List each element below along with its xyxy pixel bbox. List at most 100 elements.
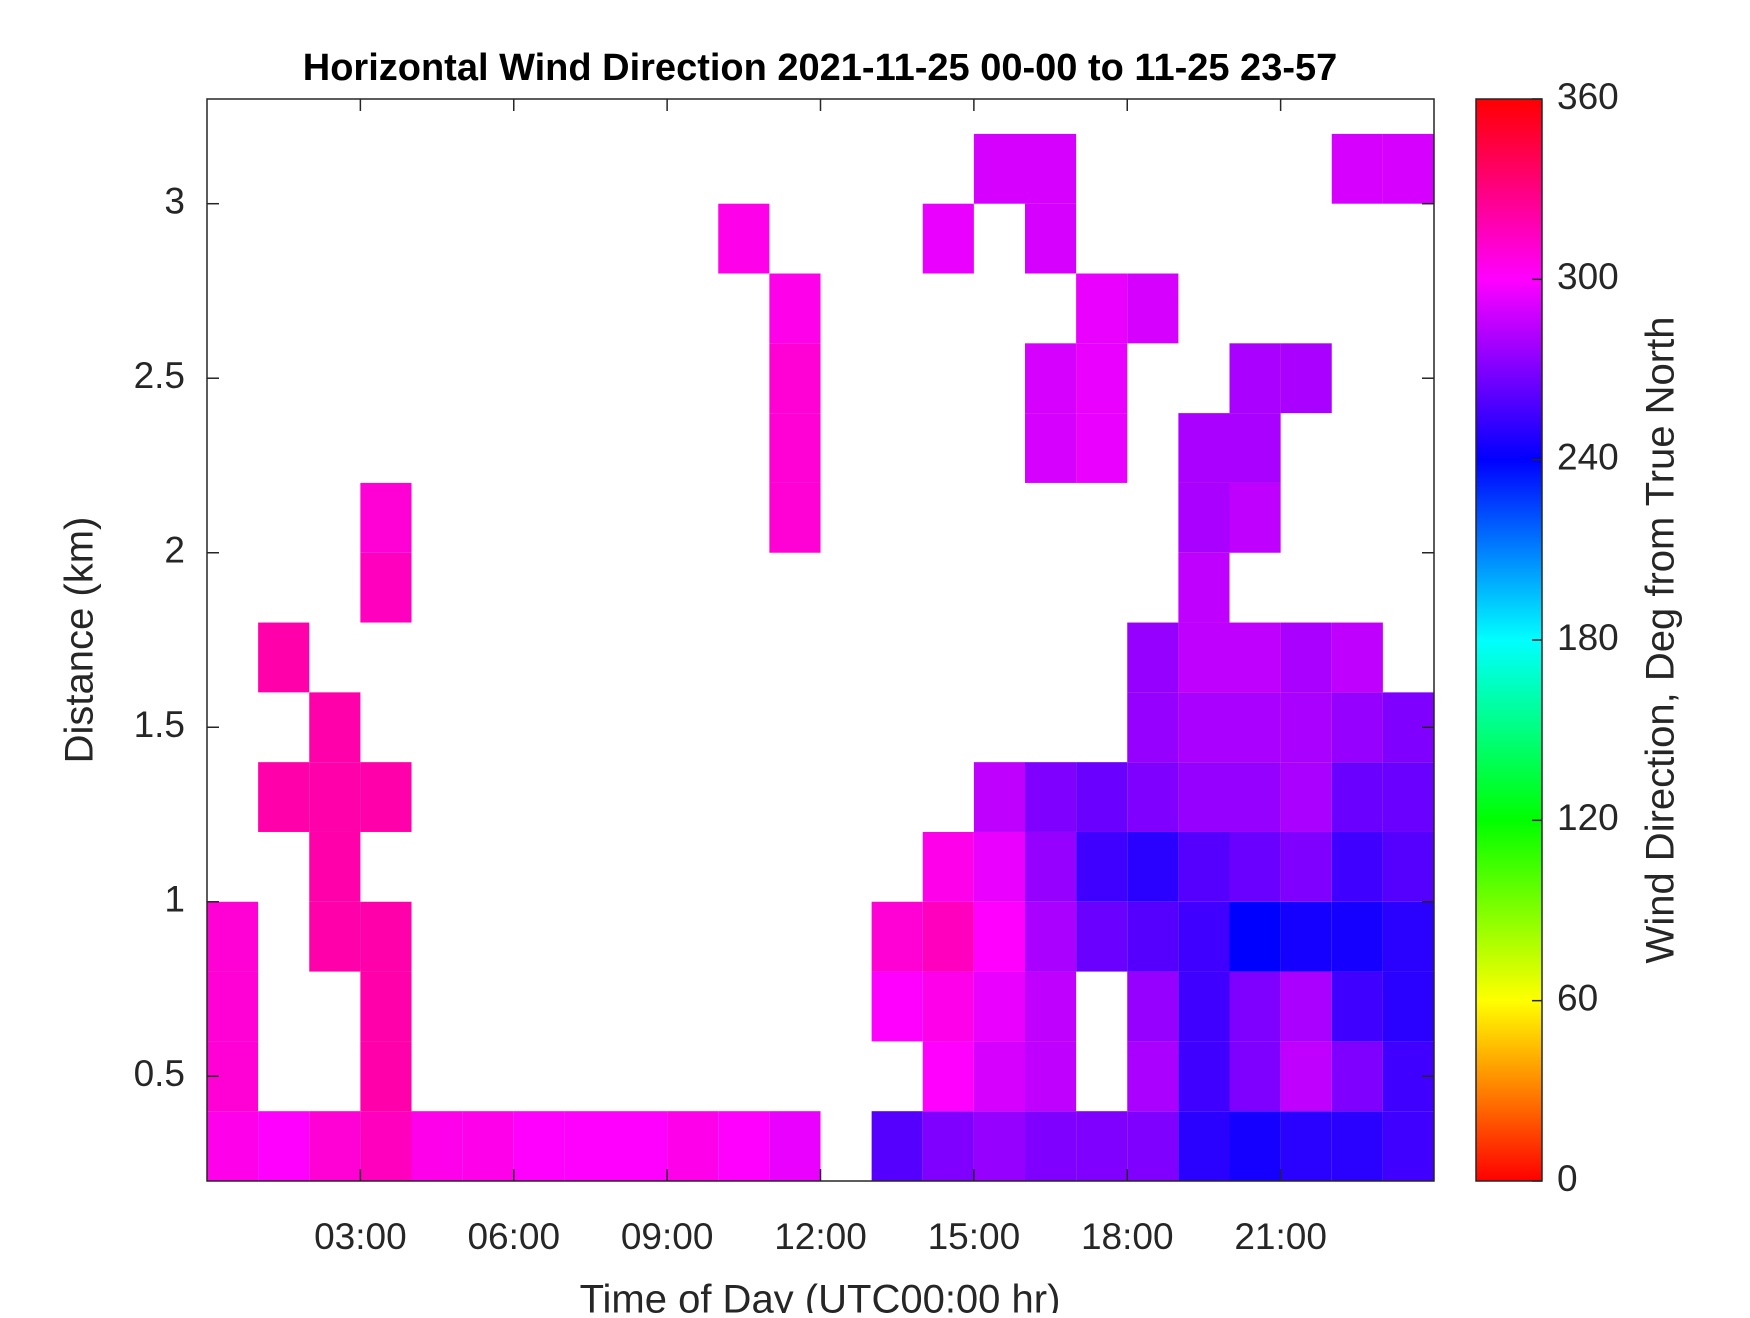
heatmap-cell	[922, 203, 974, 274]
heatmap-cell	[1280, 1111, 1332, 1181]
heatmap-cell	[1076, 413, 1128, 483]
heatmap-cell	[973, 1041, 1025, 1112]
heatmap-cell	[1280, 343, 1332, 414]
heatmap-cell	[1331, 762, 1383, 832]
heatmap-cell	[1076, 901, 1128, 972]
x-tick-label: 18:00	[1081, 1216, 1174, 1257]
heatmap-cell	[309, 762, 361, 832]
heatmap-cell	[1382, 901, 1434, 972]
heatmap-cell	[718, 1111, 770, 1181]
y-tick-label: 2	[164, 530, 185, 571]
heatmap-cell	[1025, 901, 1077, 972]
heatmap-cell	[1127, 762, 1179, 832]
heatmap-cell	[973, 762, 1025, 832]
heatmap-cell	[258, 1111, 310, 1181]
heatmap-cell	[462, 1111, 514, 1181]
heatmap-cell	[207, 971, 259, 1042]
heatmap-cell	[1178, 622, 1230, 693]
y-tick-label: 1.5	[134, 704, 185, 745]
heatmap-cell	[1280, 692, 1332, 763]
heatmap-cell	[922, 901, 974, 972]
heatmap-cell	[1178, 482, 1230, 553]
y-tick-label: 0.5	[134, 1053, 185, 1094]
heatmap-cell	[207, 901, 259, 972]
heatmap-cell	[1178, 413, 1230, 483]
heatmap-cell	[667, 1111, 719, 1181]
heatmap-cell	[1229, 622, 1281, 693]
heatmap-cell	[769, 1111, 821, 1181]
heatmap-cells	[207, 133, 1434, 1181]
heatmap-cell	[1280, 762, 1332, 832]
heatmap-cell	[1229, 1111, 1281, 1181]
colorbar-tick-label: 0	[1557, 1158, 1578, 1199]
heatmap-cell	[1331, 901, 1383, 972]
heatmap-cell	[1076, 762, 1128, 832]
heatmap-cell	[1025, 1041, 1077, 1112]
y-axis-label: Distance (km)	[58, 517, 102, 764]
heatmap-cell	[1382, 1111, 1434, 1181]
heatmap-cell	[1025, 762, 1077, 832]
heatmap-cell	[1025, 203, 1077, 274]
heatmap-cell	[360, 762, 412, 832]
heatmap-cell	[1229, 831, 1281, 902]
heatmap-cell	[1178, 831, 1230, 902]
heatmap-cell	[360, 971, 412, 1042]
heatmap-cell	[616, 1111, 668, 1181]
heatmap-cell	[360, 552, 412, 623]
heatmap-cell	[1025, 831, 1077, 902]
heatmap-cell	[258, 622, 310, 693]
heatmap-cell	[1229, 762, 1281, 832]
heatmap-cell	[1382, 971, 1434, 1042]
y-tick-label: 2.5	[134, 355, 185, 396]
heatmap-cell	[871, 971, 923, 1042]
x-tick-label: 06:00	[467, 1216, 560, 1257]
heatmap-cell	[1229, 1041, 1281, 1112]
heatmap-cell	[1076, 1111, 1128, 1181]
colorbar-tick-label: 120	[1557, 797, 1619, 838]
heatmap-cell	[207, 1111, 259, 1181]
heatmap-cell	[1331, 1111, 1383, 1181]
colorbar-tick-label: 300	[1557, 256, 1619, 297]
heatmap-cell	[564, 1111, 616, 1181]
colorbar-tick-label: 180	[1557, 617, 1619, 658]
heatmap-cell	[1127, 622, 1179, 693]
heatmap-cell	[1331, 692, 1383, 763]
heatmap-cell	[258, 762, 310, 832]
heatmap-cell	[513, 1111, 565, 1181]
heatmap-cell	[1127, 831, 1179, 902]
heatmap-cell	[1076, 831, 1128, 902]
heatmap-cell	[360, 1041, 412, 1112]
heatmap-cell	[973, 133, 1025, 204]
y-tick-label: 3	[164, 180, 185, 221]
heatmap-cell	[1127, 971, 1179, 1042]
x-tick-label: 03:00	[314, 1216, 407, 1257]
y-tick-label: 1	[164, 879, 185, 920]
heatmap-cell	[1025, 413, 1077, 483]
heatmap-cell	[309, 831, 361, 902]
heatmap-cell	[973, 831, 1025, 902]
heatmap-cell	[922, 971, 974, 1042]
heatmap-cell	[1280, 1041, 1332, 1112]
heatmap-cell	[360, 1111, 412, 1181]
heatmap-cell	[1025, 971, 1077, 1042]
heatmap-cell	[769, 482, 821, 553]
heatmap-cell	[309, 901, 361, 972]
heatmap-cell	[1178, 692, 1230, 763]
heatmap-cell	[1331, 971, 1383, 1042]
x-tick-label: 15:00	[928, 1216, 1021, 1257]
chart-title: Horizontal Wind Direction 2021-11-25 00-…	[303, 47, 1338, 89]
heatmap-cell	[1331, 1041, 1383, 1112]
heatmap-cell	[769, 413, 821, 483]
heatmap-cell	[1229, 413, 1281, 483]
heatmap-cell	[1382, 133, 1434, 204]
heatmap-cell	[1178, 901, 1230, 972]
heatmap-cell	[1127, 1111, 1179, 1181]
heatmap-cell	[309, 1111, 361, 1181]
heatmap-cell	[1331, 831, 1383, 902]
heatmap-cell	[1178, 1111, 1230, 1181]
heatmap-cell	[973, 901, 1025, 972]
heatmap-cell	[1280, 622, 1332, 693]
colorbar-tick-label: 360	[1557, 76, 1619, 117]
heatmap-cell	[922, 1041, 974, 1112]
